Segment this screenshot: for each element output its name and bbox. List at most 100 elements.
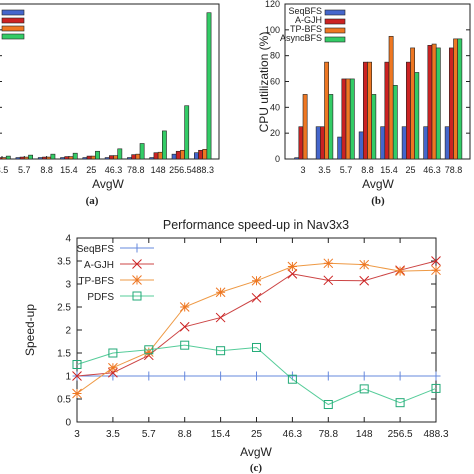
data-point [359,384,369,394]
x-tick-label: 78.8 [445,165,463,175]
bar [341,78,347,160]
x-tick-label: 46.3 [105,165,123,175]
bar [414,72,420,160]
bar [410,47,415,160]
x-tick-label: 15.4 [211,429,231,440]
legend-label: SeqBFS [288,6,322,16]
legend-label: A-GJH [84,260,114,271]
bar [380,126,386,160]
panel-label: (b) [371,195,385,207]
legend-swatch [1,33,25,40]
bar [302,94,308,160]
y-tick-label: 20 [270,128,280,138]
bar [423,126,429,160]
y-tick-label: 2 [65,326,71,337]
series-line [76,344,437,406]
legend-swatch [324,9,346,16]
x-tick-label: 46.3 [283,429,303,440]
data-point [251,275,262,286]
data-point [216,371,226,381]
y-tick-label: 0 [275,154,280,164]
x-tick-label: 25 [86,165,96,175]
bar [109,155,114,160]
bar [19,156,25,160]
y-axis-label: CPU utilization (%) [257,32,271,133]
bar [64,156,70,160]
y-tick-label: 2.5 [57,303,71,314]
data-point [72,388,82,399]
bar [457,38,463,160]
bar [50,153,56,160]
x-tick-label: 5.7 [18,165,31,175]
bar [453,38,458,160]
x-tick-label: 46.3 [423,165,441,175]
data-point [216,346,226,356]
x-tick-label: 256.5 [169,165,192,175]
x-tick-label: 488.3 [423,429,448,440]
panel-label: (a) [86,195,99,207]
panel-b-chart: 0 20 40 60 80 100 120 3 3.5 5.7 8.8 15.4 25 46.3 78.8 S… [257,0,471,207]
bar [46,156,52,160]
x-tick-label: 3 [74,429,80,440]
data-point [431,256,441,266]
data-point [323,400,333,410]
x-tick-label: 15.4 [380,165,398,175]
x-tick-label: 3.5 [106,429,120,440]
bar [435,47,441,160]
legend-label: SeqBFS [77,244,115,255]
bar [104,157,110,160]
bar [315,126,321,160]
data-point [132,291,142,301]
data-point [179,321,190,332]
x-tick-label: 25 [405,165,415,175]
bar [86,155,92,160]
bar [0,157,3,160]
data-point [108,348,118,358]
bar [202,149,208,160]
panel-c-chart: Performance speed-up in Nav3x3 0 0.5 1 1.5 2 2… [23,218,449,474]
bar [294,157,300,160]
x-axis-label: AvgW [92,177,124,191]
data-point [144,371,154,381]
bar [28,154,33,160]
x-tick-label: 25 [251,429,263,440]
bar [198,149,203,160]
bar [157,151,163,160]
bar [131,154,137,160]
data-point [395,398,405,408]
legend-label: A-GJH [295,15,322,25]
bar [72,152,78,160]
panel-label: (c) [250,462,263,474]
y-tick-label: 1 [65,372,71,383]
bar [5,155,11,160]
data-point [180,371,190,381]
bar [23,156,29,160]
x-tick-label: 5.7 [142,429,156,440]
data-point [431,371,441,381]
data-point [287,374,297,384]
y-tick-label: 0.5 [57,395,71,406]
data-point [323,275,334,286]
bar [117,148,123,160]
x-axis-label: AvgW [362,177,394,191]
bar [405,61,411,160]
bar [95,150,100,160]
bar [448,47,454,160]
x-tick-label: 3.5 [318,165,331,175]
x-tick-label: 8.8 [178,429,192,440]
y-tick-label: 80 [270,51,280,61]
bar [37,157,43,160]
bar [349,78,355,160]
y-tick-label: 60 [270,77,280,87]
legend-swatch [1,25,25,32]
bar [1,157,7,160]
data-point [323,371,333,381]
data-point [132,243,142,253]
bar [298,126,304,160]
bar [113,155,118,160]
legend-label: TP-BFS [290,24,322,34]
data-point [251,292,262,303]
data-point [323,258,334,269]
legend-label: TP-BFS [78,276,114,287]
